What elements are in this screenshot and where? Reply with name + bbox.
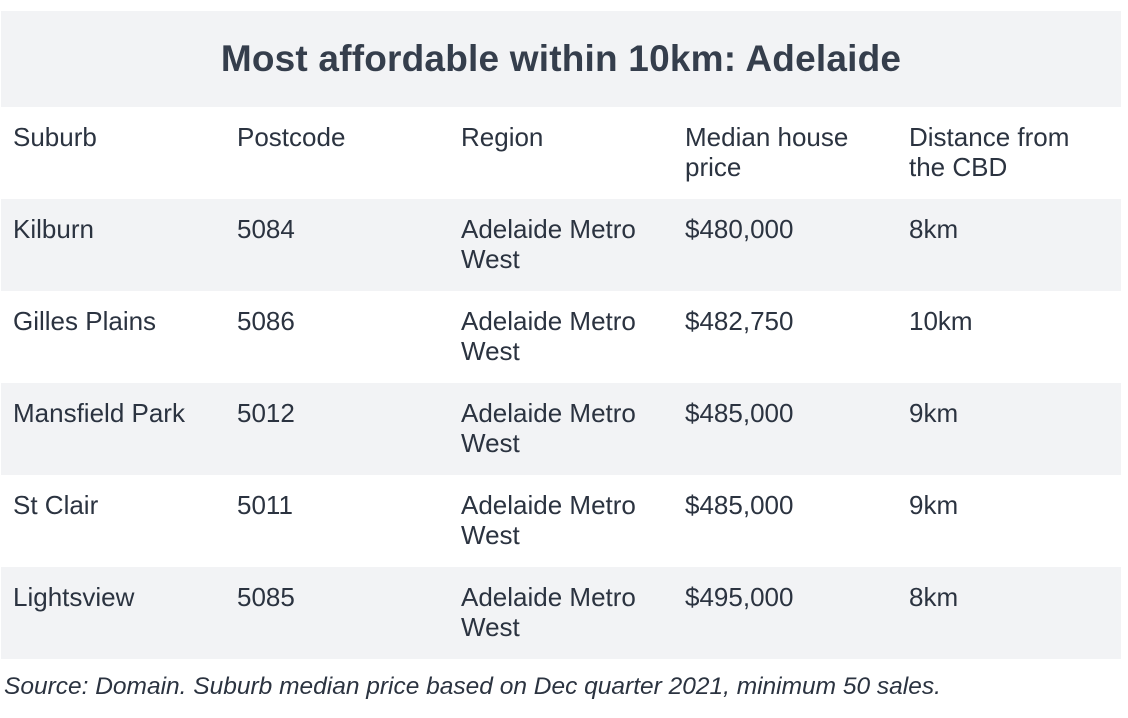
table-cell-median-price: $495,000 [685,582,794,612]
table-header-row: Suburb Postcode Region Median house pric… [1,107,1121,199]
table-cell-distance: 10km [909,306,973,336]
table-cell-distance: 9km [909,490,959,520]
table-cell-region: Adelaide Metro West [461,398,636,458]
table-cell-region: Adelaide Metro West [461,306,636,366]
table-cell-postcode: 5086 [237,306,295,336]
source-note: Source: Domain. Suburb median price base… [4,673,941,700]
column-header-median-price: Median house price [685,122,849,182]
column-header-suburb: Suburb [13,122,97,152]
table-title-bar: Most affordable within 10km: Adelaide [1,11,1121,107]
table-cell-region: Adelaide Metro West [461,214,636,274]
table-cell-postcode: 5012 [237,398,295,428]
table-cell-median-price: $480,000 [685,214,794,244]
table-body: Kilburn 5084 Adelaide Metro West $480,00… [1,199,1121,659]
table-cell-suburb: Gilles Plains [13,306,157,336]
table-row: Kilburn 5084 Adelaide Metro West $480,00… [1,199,1121,291]
table-row: Mansfield Park 5012 Adelaide Metro West … [1,383,1121,475]
affordable-suburbs-table: Suburb Postcode Region Median house pric… [1,107,1121,659]
column-header-region: Region [461,122,544,152]
table-cell-distance: 8km [909,214,959,244]
table-cell-suburb: Kilburn [13,214,94,244]
table-cell-median-price: $485,000 [685,490,794,520]
table-row: St Clair 5011 Adelaide Metro West $485,0… [1,475,1121,567]
table-cell-region: Adelaide Metro West [461,490,636,550]
table-cell-distance: 8km [909,582,959,612]
affordable-suburbs-table-card: Most affordable within 10km: Adelaide Su… [1,11,1121,659]
table-cell-postcode: 5085 [237,582,295,612]
table-cell-suburb: Mansfield Park [13,398,185,428]
table-cell-region: Adelaide Metro West [461,582,636,642]
column-header-postcode: Postcode [237,122,346,152]
table-cell-suburb: Lightsview [13,582,135,612]
table-cell-postcode: 5011 [237,490,293,520]
column-header-distance: Distance from the CBD [909,122,1070,182]
table-cell-suburb: St Clair [13,490,99,520]
table-cell-median-price: $482,750 [685,306,794,336]
table-row: Gilles Plains 5086 Adelaide Metro West $… [1,291,1121,383]
table-cell-distance: 9km [909,398,959,428]
table-row: Lightsview 5085 Adelaide Metro West $495… [1,567,1121,659]
table-cell-postcode: 5084 [237,214,295,244]
table-title: Most affordable within 10km: Adelaide [220,38,902,79]
table-cell-median-price: $485,000 [685,398,794,428]
